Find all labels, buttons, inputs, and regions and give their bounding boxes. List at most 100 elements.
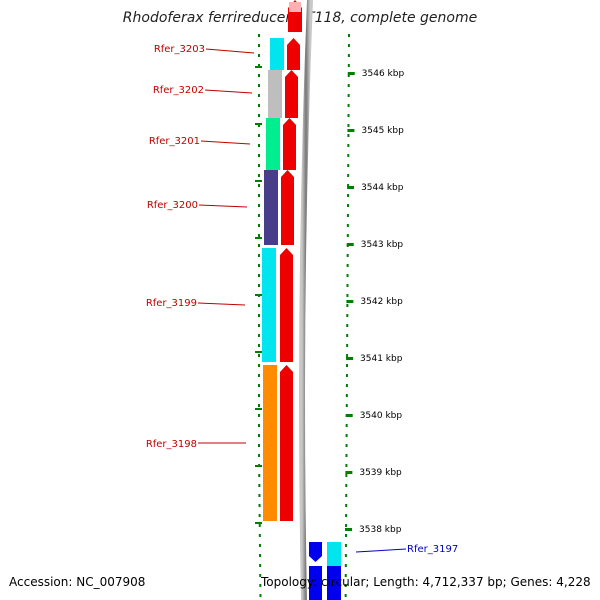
left-tick-track	[255, 34, 262, 597]
label-leaders	[197, 48, 407, 553]
scale-tick-label: 3546 kbp	[362, 69, 405, 79]
track-dot	[345, 504, 348, 507]
left-major-tick	[255, 522, 262, 524]
topology-text: Topology: circular; Length: 4,712,337 bp…	[261, 575, 591, 589]
track-dot	[258, 374, 260, 377]
track-dot	[258, 234, 260, 237]
track-dot	[258, 474, 261, 477]
track-dot	[258, 94, 260, 97]
track-dot	[348, 34, 350, 37]
track-dot	[258, 414, 260, 417]
track-dot	[345, 424, 348, 427]
gene-blocks	[262, 38, 341, 600]
left-major-tick	[255, 123, 262, 125]
orf-arrow	[309, 566, 322, 600]
track-dot	[258, 394, 260, 397]
track-dot	[258, 334, 260, 337]
scale-tick-label: 3542 kbp	[360, 297, 403, 307]
gene-label: Rfer_3202	[153, 85, 204, 96]
gene-block	[262, 248, 276, 362]
track-dot	[347, 124, 350, 127]
track-dot	[258, 244, 260, 247]
track-dot	[258, 254, 260, 257]
track-dot	[347, 114, 350, 117]
track-dot	[258, 74, 260, 77]
track-dot	[346, 254, 349, 257]
track-dot	[346, 234, 349, 237]
kbp-scale: 3546 kbp 3545 kbp 3544 kbp 3543 kbp 3542 kbp…	[345, 69, 404, 535]
scale-tick-label: 3538 kbp	[359, 525, 402, 535]
left-major-tick	[255, 351, 262, 353]
label-leader	[198, 204, 248, 208]
track-dot	[258, 204, 260, 207]
scale-tick	[345, 528, 353, 531]
track-dot	[258, 504, 261, 507]
label-leader	[204, 89, 253, 94]
scale-tick-label: 3541 kbp	[360, 354, 403, 364]
track-dot	[347, 44, 350, 47]
scale-tick-label: 3544 kbp	[361, 183, 404, 193]
orf-arrow	[309, 542, 322, 562]
track-dot	[258, 124, 260, 127]
track-dot	[258, 384, 260, 387]
track-dot	[258, 424, 260, 427]
track-dot	[345, 494, 348, 497]
track-dot	[344, 594, 347, 597]
track-dot	[258, 484, 261, 487]
track-dot	[346, 274, 349, 277]
scale-tick	[345, 471, 353, 474]
gene-label: Rfer_3197	[407, 544, 458, 555]
track-dot	[258, 404, 260, 407]
scale-tick	[346, 243, 354, 246]
track-dot	[345, 534, 347, 537]
track-dot	[258, 494, 261, 497]
label-leader	[200, 140, 251, 145]
scale-tick	[346, 357, 354, 360]
track-dot	[345, 444, 348, 447]
track-dot	[258, 44, 260, 47]
scale-tick	[347, 186, 355, 189]
orf-arrow	[280, 248, 293, 362]
track-dot	[258, 364, 260, 367]
track-dot	[258, 514, 261, 517]
track-dot	[347, 74, 350, 77]
track-dot	[258, 104, 260, 107]
track-dot	[259, 594, 262, 597]
orf-arrow	[283, 118, 296, 170]
orf-arrow-highlight	[289, 2, 301, 12]
track-dot	[346, 324, 349, 327]
track-dot	[258, 184, 260, 187]
right-tick-track	[344, 34, 350, 597]
track-dot	[347, 184, 350, 187]
track-dot	[345, 384, 348, 387]
track-dot	[258, 524, 261, 527]
track-dot	[258, 34, 260, 37]
track-dot	[347, 154, 350, 157]
track-dot	[258, 534, 261, 537]
track-dot	[258, 134, 260, 137]
gene-block	[263, 365, 277, 521]
gene-block	[327, 566, 341, 600]
track-dot	[346, 334, 349, 337]
track-dot	[345, 524, 348, 527]
track-dot	[347, 104, 350, 107]
track-dot	[258, 164, 260, 167]
track-dot	[347, 144, 350, 147]
track-dot	[345, 464, 348, 467]
track-dot	[258, 304, 260, 307]
track-dot	[258, 64, 260, 67]
scale-tick-label: 3539 kbp	[359, 468, 402, 478]
scale-tick-label: 3540 kbp	[360, 411, 403, 421]
track-dot	[347, 84, 350, 87]
orf-arrow	[285, 70, 298, 118]
track-dot	[258, 224, 260, 227]
track-dot	[344, 584, 347, 587]
track-dot	[344, 564, 347, 567]
left-major-tick	[255, 237, 262, 239]
gene-label: Rfer_3198	[146, 439, 197, 450]
track-dot	[258, 314, 260, 317]
track-dot	[345, 454, 348, 457]
track-dot	[258, 174, 260, 177]
track-dot	[259, 574, 262, 577]
orf-arrow	[287, 38, 300, 70]
